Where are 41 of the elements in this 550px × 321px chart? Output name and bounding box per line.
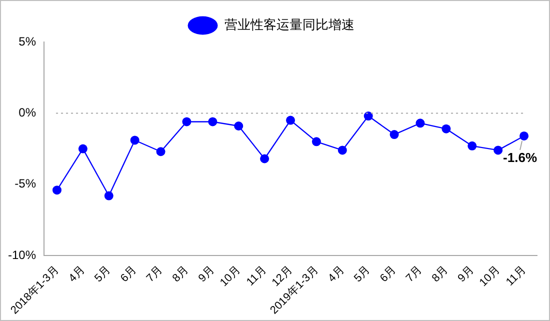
y-tick-label: -10% bbox=[8, 248, 36, 262]
point bbox=[520, 131, 529, 140]
point bbox=[364, 112, 373, 121]
y-tick-label: 0% bbox=[18, 106, 36, 120]
point bbox=[286, 116, 296, 125]
x-tick-label: 9月 bbox=[196, 264, 217, 285]
point bbox=[442, 124, 451, 134]
data-label: -1.6% bbox=[503, 150, 538, 166]
point bbox=[182, 117, 192, 126]
point bbox=[234, 122, 244, 130]
x-tick-label: 5月 bbox=[352, 264, 373, 285]
point bbox=[260, 154, 270, 164]
x-tick-label: 8月 bbox=[430, 264, 450, 285]
point bbox=[468, 141, 477, 150]
y-tick-label: -5% bbox=[14, 176, 36, 191]
y-tick-label: 5% bbox=[18, 34, 36, 48]
x-tick-label: 4月 bbox=[66, 264, 88, 285]
point bbox=[208, 117, 218, 126]
x-tick-label: 4月 bbox=[326, 264, 347, 285]
x-tick-label: 11月 bbox=[504, 264, 528, 288]
x-tick-label: 6月 bbox=[378, 264, 399, 285]
point bbox=[104, 191, 114, 200]
point bbox=[52, 186, 62, 195]
point bbox=[130, 136, 140, 145]
x-tick-label: 6月 bbox=[118, 264, 140, 285]
x-tick-label: 10月 bbox=[477, 264, 502, 289]
point bbox=[494, 146, 503, 155]
point bbox=[338, 146, 347, 155]
x-tick-label: 9月 bbox=[456, 264, 476, 285]
point bbox=[78, 144, 88, 154]
x-tick-label: 5月 bbox=[92, 264, 114, 285]
x-tick-label: 8月 bbox=[170, 264, 191, 285]
x-tick-label: 11月 bbox=[244, 264, 269, 288]
legend-label: 营业性客运量同比增速 bbox=[224, 17, 354, 32]
point bbox=[312, 137, 321, 146]
x-tick-label: 7月 bbox=[144, 264, 166, 285]
x-tick-label: 7月 bbox=[404, 264, 425, 285]
point bbox=[156, 147, 166, 156]
x-tick-label: 10月 bbox=[218, 264, 243, 289]
point bbox=[416, 118, 425, 128]
point bbox=[390, 130, 399, 140]
